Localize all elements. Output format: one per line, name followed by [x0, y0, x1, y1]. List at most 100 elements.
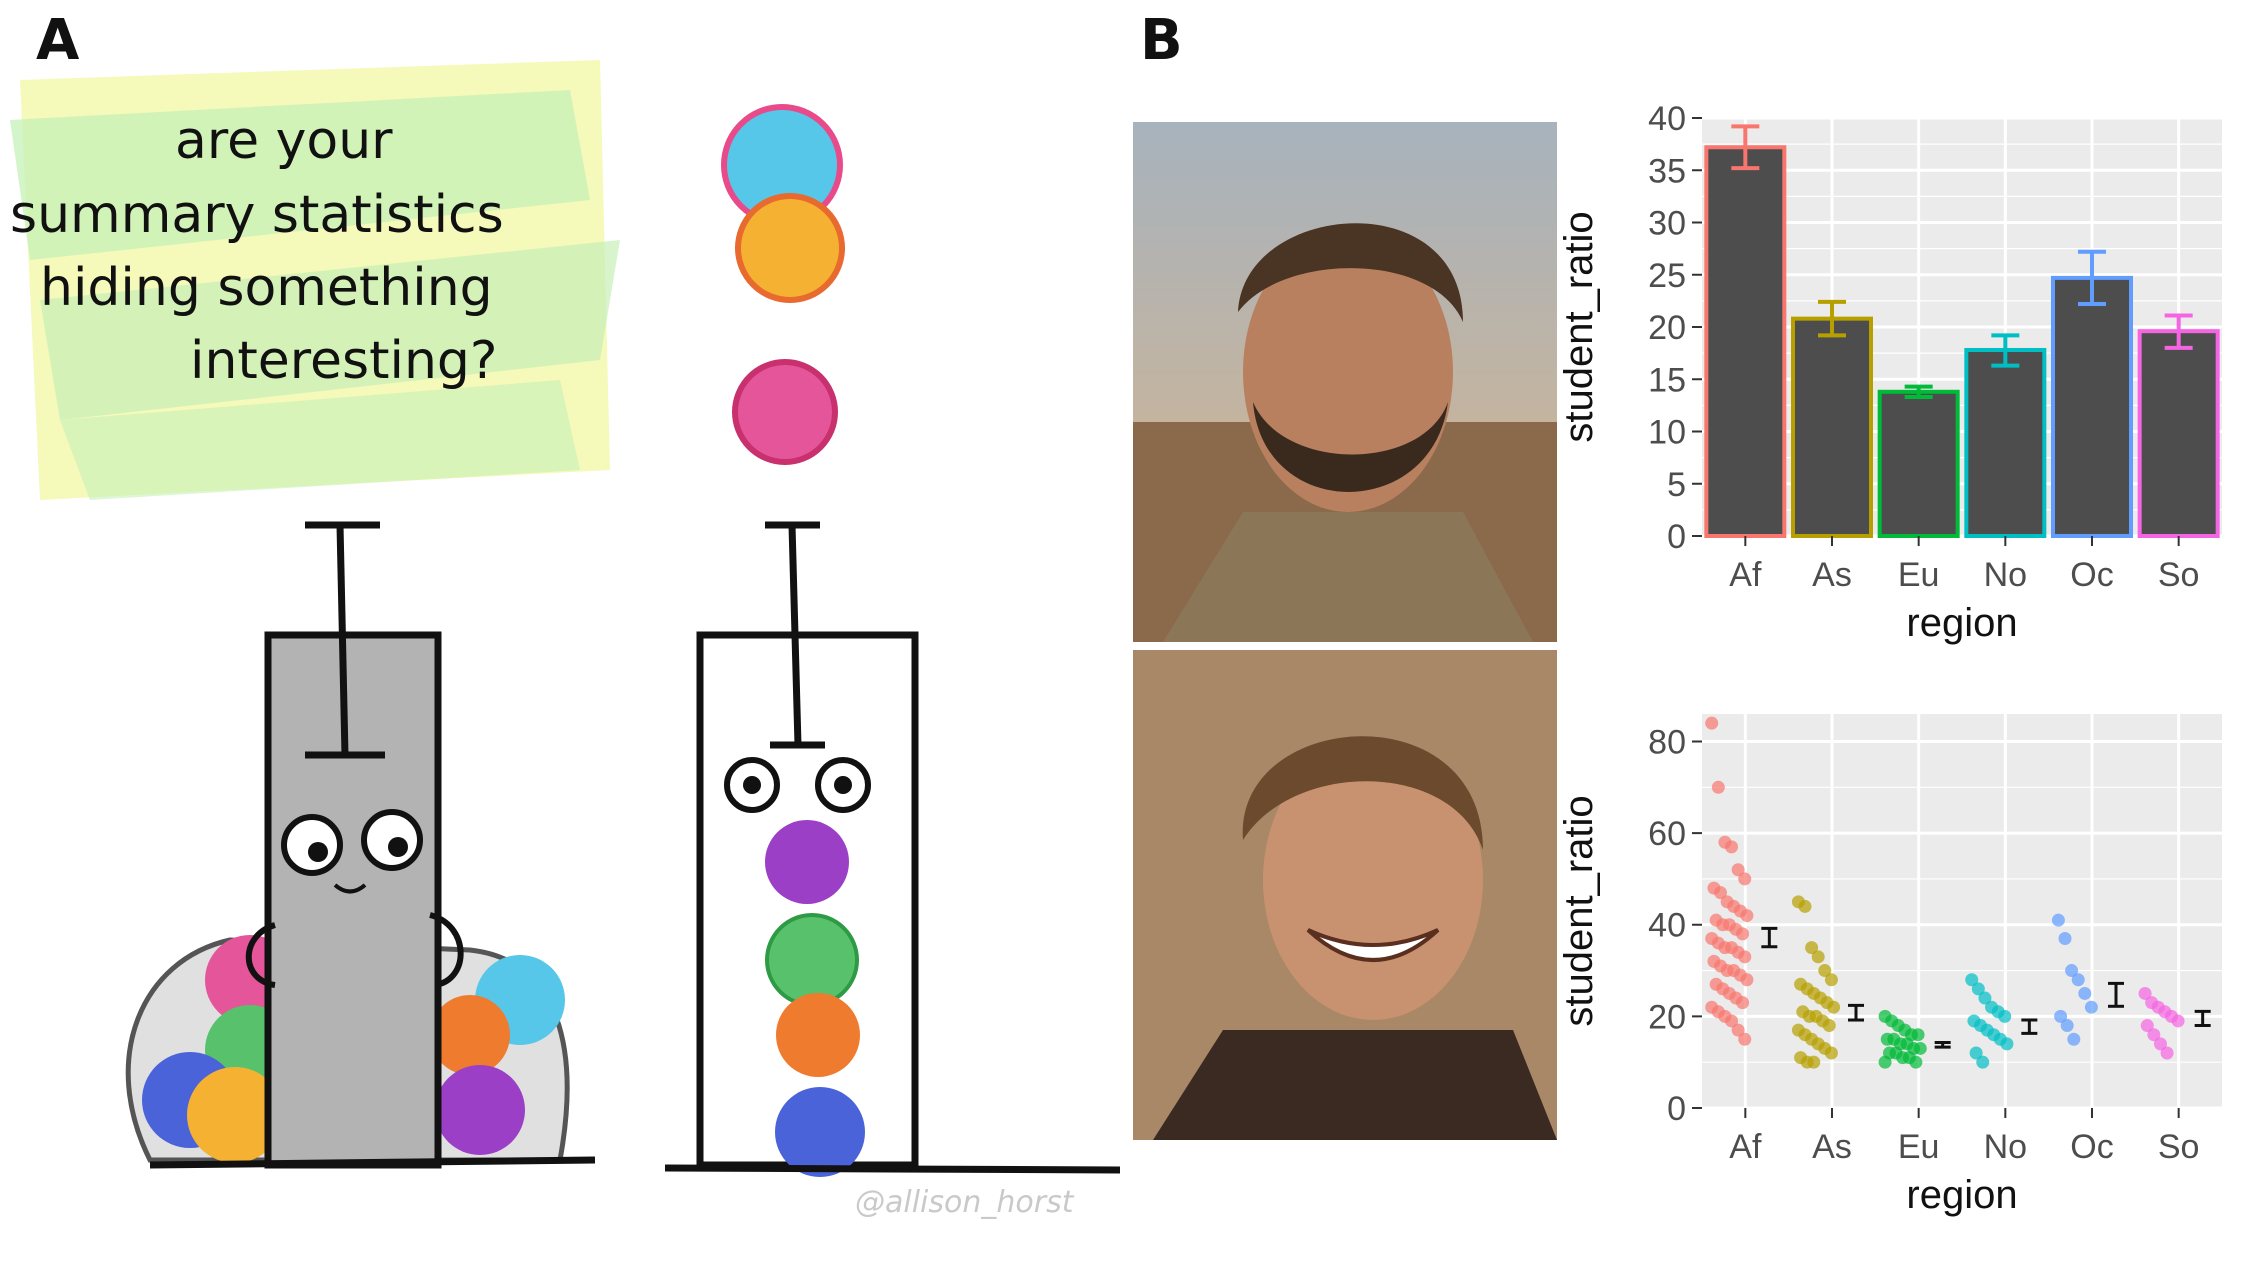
bar-x-axis-title: region [1906, 601, 2017, 645]
data-point-oc [2060, 1019, 2074, 1033]
highlighter-background [10, 60, 620, 500]
mean-error-bar-af [1761, 926, 1778, 949]
x-tick-label-as: As [1812, 556, 1852, 594]
dot-chart-student-ratio: 0 20 40 60 80 Af As Eu No Oc So region student_ra… [1560, 714, 2222, 1217]
error-bar-af [1731, 124, 1760, 171]
data-point-so [2140, 1019, 2154, 1033]
data-point-af [1705, 716, 1719, 730]
caption-line-3: hiding something [40, 258, 493, 318]
y-tick-label: 60 [1648, 815, 1686, 853]
data-point-no [1976, 1055, 1990, 1069]
x-tick-label-eu: Eu [1898, 556, 1940, 594]
x-tick-label-oc: Oc [2070, 1128, 2113, 1166]
data-point-af [1740, 909, 1754, 923]
data-point-no [2000, 1037, 2014, 1051]
data-point-af [1740, 973, 1754, 987]
bar-eu [1877, 389, 1960, 539]
data-point-as [1807, 1055, 1821, 1069]
data-point-no [1971, 982, 1985, 996]
y-tick-label: 5 [1667, 466, 1686, 504]
y-tick-label: 15 [1648, 361, 1686, 399]
data-point-oc [2058, 931, 2072, 945]
photo-serious-man [1133, 122, 1557, 642]
x-tick-label-no: No [1984, 556, 2027, 594]
data-point-as [1798, 899, 1812, 913]
data-point-eu [1911, 1028, 1925, 1042]
x-tick-label-af: Af [1729, 556, 1762, 594]
y-tick-label: 0 [1667, 518, 1686, 556]
data-point-as [1824, 973, 1838, 987]
data-point-oc [2067, 1032, 2081, 1046]
data-point-so [2171, 1014, 2185, 1028]
data-point-so [2160, 1046, 2174, 1060]
data-point-no [1969, 1046, 1983, 1060]
illustration-credit: @allison_horst [855, 1185, 1075, 1220]
dot-plot-panel [1702, 714, 2222, 1108]
data-point-no [1978, 991, 1992, 1005]
data-point-as [1805, 941, 1819, 955]
bar-as [1791, 316, 1873, 538]
mean-error-bar-eu [1934, 1040, 1951, 1049]
x-tick-label-oc: Oc [2070, 556, 2113, 594]
y-tick-label: 80 [1648, 723, 1686, 761]
mean-error-bar-so [2194, 1009, 2211, 1028]
y-tick-label: 25 [1648, 257, 1686, 295]
summary-statistics-illustration: are your summary statistics hiding somet… [10, 60, 1121, 1220]
y-tick-label: 20 [1648, 998, 1686, 1036]
x-tick-label-so: So [2158, 1128, 2200, 1166]
data-point-eu [1909, 1055, 1923, 1069]
bar-af [1704, 145, 1787, 538]
mean-error-bar-no [2021, 1018, 2038, 1035]
caption-line-4: interesting? [190, 331, 498, 391]
bar-no [1964, 347, 2047, 538]
caption-line-1: are your [175, 111, 393, 171]
y-tick-label: 30 [1648, 205, 1686, 243]
data-point-af [1714, 886, 1728, 900]
data-point-eu [1913, 1041, 1927, 1055]
bar-chart-student-ratio: 0 5 10 15 20 25 30 35 40 Af As Eu No Oc So region stu… [1560, 100, 2222, 645]
x-tick-label-so: So [2158, 556, 2200, 594]
mean-error-bar-oc [2108, 981, 2124, 1008]
error-bar-no [1991, 333, 2020, 368]
x-tick-label-as: As [1812, 1128, 1852, 1166]
data-point-so [2138, 986, 2152, 1000]
data-point-as [1811, 950, 1825, 964]
dot-x-axis-title: region [1906, 1173, 2017, 1217]
data-point-af [1725, 1014, 1739, 1028]
data-point-as [1827, 1000, 1841, 1014]
data-point-oc [2078, 986, 2092, 1000]
y-tick-label: 10 [1648, 414, 1686, 452]
open-bar-character [664, 104, 1121, 1177]
data-point-oc [2065, 964, 2079, 978]
data-point-af [1738, 1032, 1752, 1046]
data-point-oc [2051, 913, 2065, 927]
error-bar-so [2164, 313, 2193, 350]
data-point-af [1711, 780, 1725, 794]
data-point-oc [2071, 973, 2085, 987]
y-tick-label: 0 [1667, 1090, 1686, 1128]
data-point-af [1736, 996, 1750, 1010]
data-point-af [1738, 950, 1752, 964]
y-tick-label: 40 [1648, 100, 1686, 138]
bar-y-axis-title: student_ratio [1560, 211, 1601, 442]
data-point-as [1818, 964, 1832, 978]
data-point-oc [2054, 1009, 2068, 1023]
y-tick-label: 35 [1648, 152, 1686, 190]
x-tick-label-af: Af [1729, 1128, 1762, 1166]
data-point-af [1731, 863, 1745, 877]
data-point-so [2153, 1037, 2167, 1051]
error-bar-as [1818, 299, 1846, 338]
y-tick-label: 40 [1648, 907, 1686, 945]
panel-letter-b: B [1140, 8, 1183, 73]
bar-oc [2051, 275, 2133, 538]
error-bar-eu [1904, 384, 1933, 400]
x-tick-label-eu: Eu [1898, 1128, 1940, 1166]
dot-y-axis-title: student_ratio [1560, 795, 1601, 1026]
y-tick-label: 20 [1648, 309, 1686, 347]
data-point-af [1731, 1023, 1745, 1037]
data-point-af [1738, 872, 1752, 886]
photo-smiling-man [1133, 650, 1557, 1140]
data-point-as [1822, 1019, 1836, 1033]
data-point-oc [2084, 1000, 2098, 1014]
data-point-as [1824, 1046, 1838, 1060]
